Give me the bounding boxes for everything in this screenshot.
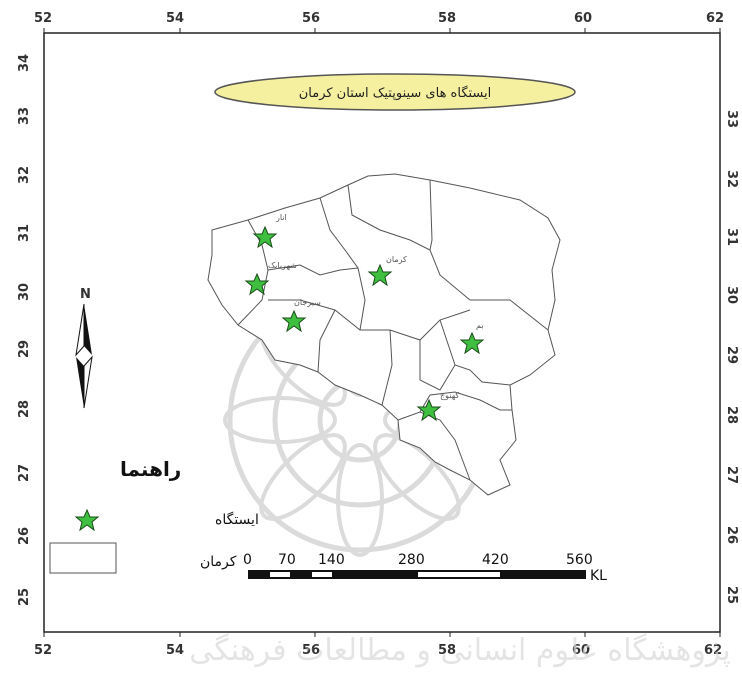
county-border	[429, 179, 433, 251]
legend-title: راهنما	[120, 457, 181, 481]
y-tick-label: 29	[17, 340, 32, 358]
x-tick-label: 62	[706, 11, 724, 26]
map-frame	[43, 32, 721, 633]
county-border	[317, 309, 336, 373]
y-tick-label: 30	[17, 283, 32, 301]
y-tick-label: 33	[17, 107, 32, 125]
county-border	[319, 197, 366, 331]
tick-marks	[43, 28, 721, 637]
x-tick-label: 60	[572, 643, 590, 658]
legend-rectangle-icon	[49, 542, 117, 574]
station-label: انار	[275, 213, 287, 222]
scale-label: 140	[318, 552, 345, 568]
y-tick-label: 32	[17, 166, 32, 184]
x-axis-labels-bottom: 52 54 56 58 60 62	[34, 643, 722, 658]
y-tick-label: 25	[724, 586, 739, 604]
station-star-icon	[281, 309, 307, 333]
y-axis-labels-left: 34 33 32 31 30 29 28 27 26 25	[17, 54, 32, 606]
north-label: N	[80, 287, 91, 302]
map-title-text: ایستگاه های سینوپتیک استان کرمان	[299, 85, 492, 101]
y-tick-label: 26	[724, 526, 739, 544]
county-border	[439, 319, 511, 386]
scale-unit: KL	[590, 568, 607, 584]
county-border	[381, 329, 393, 406]
y-tick-label: 28	[17, 400, 32, 418]
scale-label: 280	[398, 552, 425, 568]
y-tick-label: 26	[17, 527, 32, 545]
y-tick-label: 31	[17, 224, 32, 242]
station-label: شهربابک	[268, 261, 297, 270]
y-axis-labels-right: 33 32 31 30 29 28 27 26 25	[724, 110, 739, 604]
scale-label: 420	[482, 552, 509, 568]
scale-label: 560	[566, 552, 593, 568]
x-tick-label: 60	[574, 11, 592, 26]
legend-label-station: ایستگاه	[215, 511, 259, 528]
watermark-text: پژوهشگاه علوم انسانی و مطالعات فرهنگی	[189, 633, 731, 668]
legend-label-province: کرمان	[200, 554, 237, 570]
y-tick-label: 29	[724, 346, 739, 364]
x-tick-label: 52	[34, 643, 52, 658]
y-tick-label: 34	[17, 54, 32, 72]
county-border	[268, 299, 471, 341]
province-outline	[207, 173, 561, 496]
x-tick-label: 54	[166, 11, 184, 26]
legend-star-icon	[74, 508, 100, 532]
x-tick-label: 52	[34, 11, 52, 26]
x-tick-label: 56	[302, 643, 320, 658]
y-tick-label: 28	[724, 406, 739, 424]
station-markers	[244, 225, 485, 422]
x-tick-label: 54	[166, 643, 184, 658]
county-border	[397, 411, 471, 481]
legend: راهنما ایستگاه کرمان	[49, 457, 259, 574]
station-label: سیرجان	[294, 298, 321, 307]
y-tick-label: 25	[17, 588, 32, 606]
station-star-icon	[459, 331, 485, 355]
y-tick-label: 27	[17, 464, 32, 482]
x-tick-label: 56	[302, 11, 320, 26]
y-tick-label: 32	[724, 170, 739, 188]
y-tick-label: 27	[724, 466, 739, 484]
scale-label: 0	[243, 552, 252, 568]
county-border	[267, 264, 359, 276]
station-star-icon	[367, 263, 393, 287]
y-tick-label: 30	[724, 286, 739, 304]
province-map	[207, 173, 561, 496]
station-labels: انار شهربابک سیرجان کرمان بم کهنوج	[268, 213, 484, 400]
station-label: بم	[476, 321, 484, 330]
county-border	[419, 340, 456, 391]
station-star-icon	[244, 272, 270, 296]
scale-bar: 0 70 140 280 420 560 KL	[243, 552, 607, 584]
station-label: کهنوج	[440, 391, 459, 400]
station-star-icon	[416, 398, 442, 422]
y-tick-label: 33	[724, 110, 739, 128]
x-tick-label: 62	[704, 643, 722, 658]
north-arrow-icon	[84, 304, 92, 355]
map-title: ایستگاه های سینوپتیک استان کرمان	[214, 73, 576, 111]
x-tick-label: 58	[438, 643, 456, 658]
x-tick-label: 58	[438, 11, 456, 26]
county-border	[419, 391, 512, 413]
station-label: کرمان	[386, 255, 407, 264]
x-axis-labels-top: 52 54 56 58 60 62	[34, 11, 724, 26]
y-tick-label: 31	[724, 228, 739, 246]
north-arrow: N	[75, 287, 93, 409]
scale-label: 70	[278, 552, 296, 568]
station-star-icon	[252, 225, 278, 249]
